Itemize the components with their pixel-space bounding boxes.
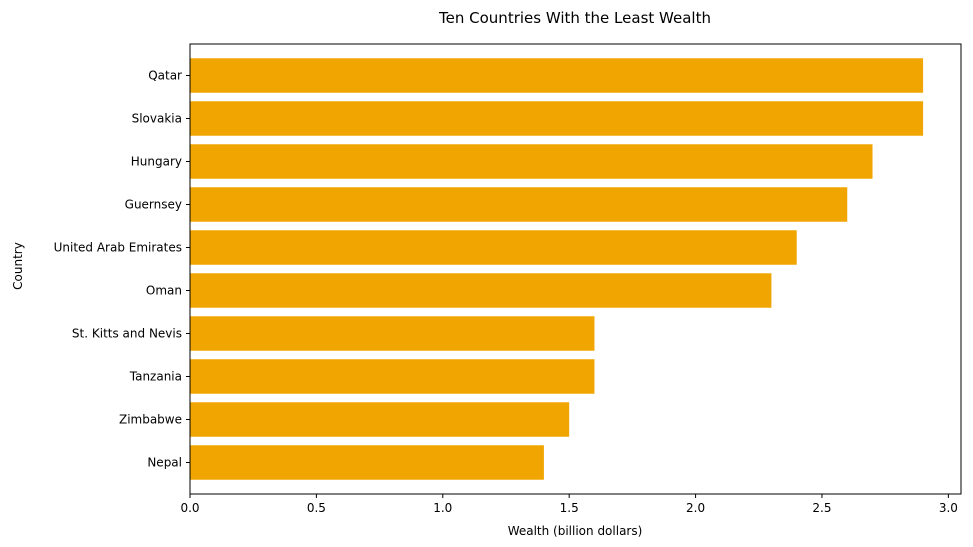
y-tick-label: Slovakia [132, 112, 182, 126]
x-axis-ticks: 0.0 0.5 1.0 1.5 2.0 2.5 3.0 [180, 494, 958, 515]
y-tick-label: St. Kitts and Nevis [72, 327, 182, 341]
bar [190, 187, 848, 222]
y-tick-label: Guernsey [125, 198, 182, 212]
y-tick-label: Zimbabwe [119, 413, 182, 427]
y-axis-ticks: Qatar Slovakia Hungary Guernsey United Arab … [54, 69, 190, 470]
x-tick-label: 0.0 [180, 501, 199, 515]
bars-group [190, 58, 924, 480]
x-axis-label: Wealth (billion dollars) [508, 524, 643, 538]
x-tick-label: 1.0 [433, 501, 452, 515]
x-tick-label: 3.0 [939, 501, 958, 515]
bar [190, 359, 595, 394]
bar [190, 230, 797, 265]
bar [190, 445, 544, 480]
x-tick-label: 0.5 [307, 501, 326, 515]
bar [190, 58, 924, 93]
bar [190, 316, 595, 351]
y-tick-label: United Arab Emirates [54, 241, 182, 255]
x-tick-label: 2.5 [812, 501, 831, 515]
x-tick-label: 2.0 [686, 501, 705, 515]
y-tick-label: Oman [146, 284, 182, 298]
y-tick-label: Nepal [147, 456, 182, 470]
bar [190, 402, 570, 437]
y-tick-label: Hungary [131, 155, 182, 169]
chart-title: Ten Countries With the Least Wealth [438, 9, 711, 27]
bar [190, 101, 924, 136]
plot-frame [189, 43, 962, 495]
x-tick-label: 1.5 [560, 501, 579, 515]
bar [190, 144, 873, 179]
y-tick-label: Tanzania [129, 370, 182, 384]
bar [190, 273, 772, 308]
y-axis-label: Country [11, 242, 25, 290]
y-tick-label: Qatar [148, 69, 182, 83]
